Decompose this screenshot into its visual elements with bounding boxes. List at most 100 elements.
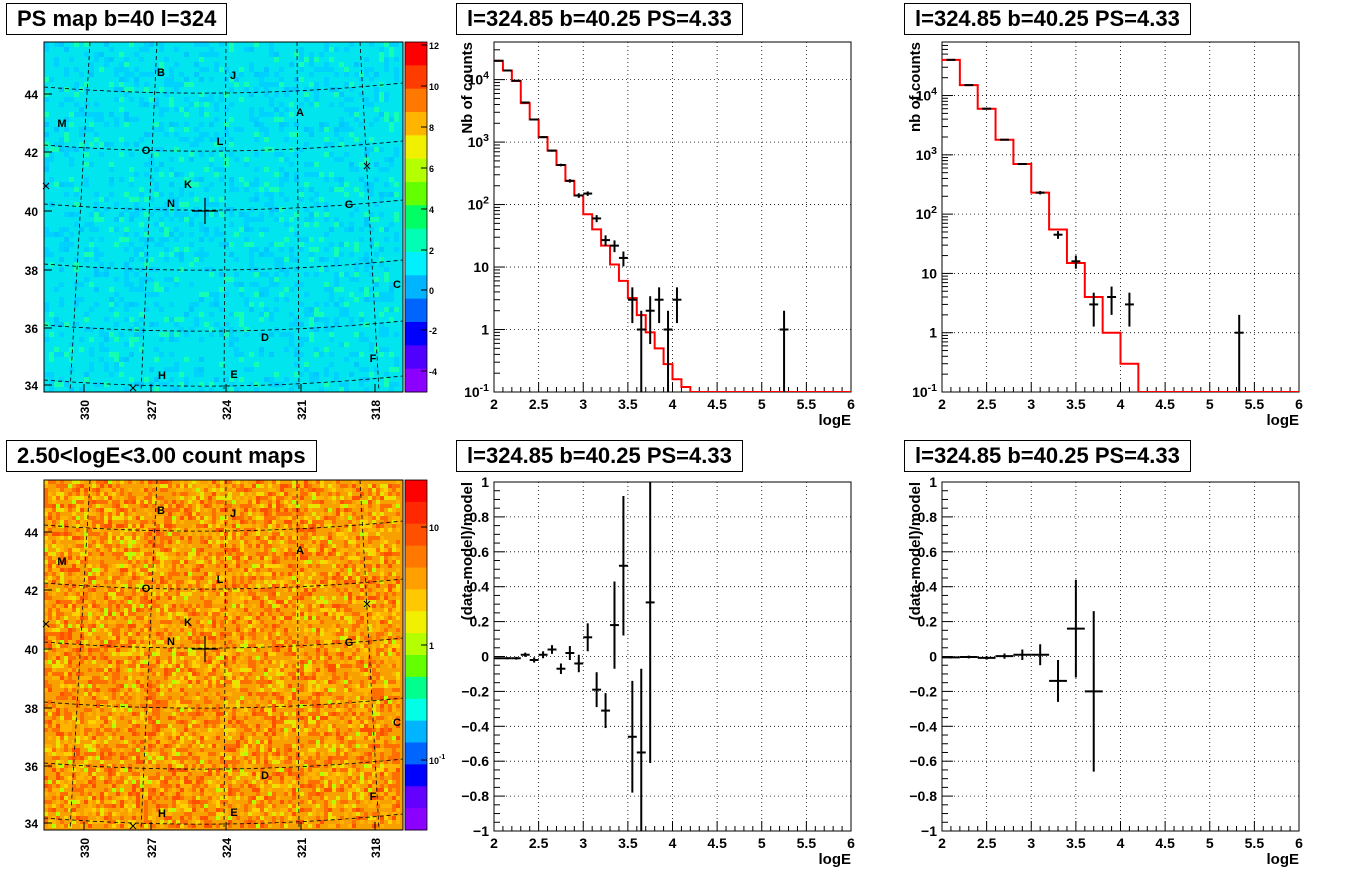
x-tick-label: 6 xyxy=(1295,835,1303,851)
x-marker xyxy=(363,600,371,608)
y-tick-label: 10 xyxy=(473,259,489,275)
y-tick-label: 103 xyxy=(468,132,490,150)
longitude-line xyxy=(140,479,158,831)
x-tick-label: 2 xyxy=(938,835,946,851)
source-label-j: J xyxy=(230,70,236,82)
map-y-tick-label: 44 xyxy=(25,526,39,540)
map-x-tick-label: 324 xyxy=(220,400,234,420)
map-x-tick-label: 321 xyxy=(295,838,309,858)
map-x-tick-label: 318 xyxy=(369,838,383,858)
longitude-line xyxy=(140,41,158,393)
map-pixels xyxy=(44,42,399,392)
map-pixels xyxy=(44,42,394,392)
map-y-tick-label: 38 xyxy=(25,264,39,278)
x-tick-label: 2 xyxy=(490,396,498,412)
color-bar-tick-label: 10 xyxy=(429,523,439,533)
x-tick-label: 5.5 xyxy=(797,396,817,412)
x-tick-label: 2 xyxy=(490,835,498,851)
x-marker xyxy=(129,384,137,392)
source-label-n: N xyxy=(167,636,175,648)
source-label-g: G xyxy=(345,199,354,211)
color-bar-segment xyxy=(405,742,427,765)
map-y-tick-label: 36 xyxy=(25,322,39,336)
source-label-c: C xyxy=(393,717,401,729)
map-y-tick-label: 34 xyxy=(25,379,39,393)
source-label-l: L xyxy=(217,574,224,586)
source-label-h: H xyxy=(158,370,166,382)
color-bar-tick-label: -4 xyxy=(429,367,437,377)
model-step-line xyxy=(494,59,851,392)
count-map-image xyxy=(44,480,403,830)
map-frame xyxy=(43,479,404,831)
plot-area xyxy=(942,579,1103,772)
source-label-d: D xyxy=(261,332,269,344)
grid xyxy=(493,481,852,832)
color-bar-segment xyxy=(405,275,427,300)
map-y-tick-label: 34 xyxy=(25,817,39,831)
source-label-n: N xyxy=(167,198,175,210)
color-bar-segment xyxy=(405,65,427,90)
y-tick-label: 10 xyxy=(921,265,937,281)
color-bar-segment xyxy=(405,676,427,700)
source-label-j: J xyxy=(230,508,236,520)
longitude-line xyxy=(296,479,300,831)
count-map-title: 2.50<logE<3.00 count maps xyxy=(6,440,317,472)
x-tick-label: 5 xyxy=(758,835,766,851)
y-tick-label: 102 xyxy=(468,195,490,213)
x-tick-label: 4 xyxy=(669,835,677,851)
source-label-c: C xyxy=(393,279,401,291)
x-marker xyxy=(129,822,137,830)
color-bar-segment xyxy=(405,655,427,678)
x-tick-label: 6 xyxy=(847,835,855,851)
x-tick-label: 3.5 xyxy=(1066,835,1086,851)
color-bar-tick-label: 1 xyxy=(429,641,434,651)
y-tick-label: 0.2 xyxy=(918,614,938,630)
color-bar-segment xyxy=(405,112,427,136)
longitude-line xyxy=(69,479,91,831)
y-tick-label: −0.4 xyxy=(909,718,937,734)
coordinate-grid xyxy=(43,41,404,393)
x-tick-label: 2.5 xyxy=(977,835,997,851)
color-bar-frame xyxy=(404,479,428,831)
longitude-line xyxy=(223,479,227,831)
x-tick-label: 2.5 xyxy=(529,835,549,851)
plot-area xyxy=(942,58,1299,392)
y-axis-label: Nb of counts xyxy=(459,42,476,134)
ps-map-title: PS map b=40 l=324 xyxy=(6,3,228,35)
color-bar-segment xyxy=(405,567,427,590)
color-bar-tick-label: -2 xyxy=(429,326,437,336)
y-axis-label: (data-model)/model xyxy=(907,482,924,620)
color-bar-tick-label: 4 xyxy=(429,205,434,215)
target-cross-marker xyxy=(192,198,218,224)
x-tick-label: 3 xyxy=(579,835,587,851)
y-tick-label: 0.6 xyxy=(470,544,490,560)
source-label-e: E xyxy=(230,369,237,381)
y-axis-label: (data-model)/model xyxy=(459,482,476,620)
map-y-tick-label: 44 xyxy=(25,88,39,102)
longitude-line xyxy=(223,41,227,393)
y-tick-label: −0.4 xyxy=(461,718,489,734)
color-bar-tick-label: 6 xyxy=(429,164,434,174)
y-tick-label: 0 xyxy=(481,649,489,665)
map-x-tick-label: 318 xyxy=(369,400,383,420)
y-tick-label: 104 xyxy=(916,86,938,104)
color-bar-tick-label: 2 xyxy=(429,246,434,256)
map-y-tick-label: 40 xyxy=(25,205,39,219)
map-y-tick-label: 36 xyxy=(25,760,39,774)
color-bar xyxy=(405,480,427,831)
color-bar-tick-label: 0 xyxy=(429,286,434,296)
residual-plot-right: 2 2.5 3 3.5 4 4.5 5 5.5 6 −1 −0.8 −0.6 −0.4 −0.2 0 0.2 0… xyxy=(907,474,1303,868)
x-tick-label: 5 xyxy=(1206,396,1214,412)
color-bar-segment xyxy=(405,228,427,253)
color-bar-segment xyxy=(405,158,427,183)
x-tick-label: 6 xyxy=(1295,396,1303,412)
count-map-panel: 44 42 40 38 36 34 330 327 324 321 318 B J A M L O KN G C D F H… xyxy=(25,479,445,858)
y-tick-label: 102 xyxy=(916,204,938,222)
x-tick-label: 4.5 xyxy=(707,396,727,412)
source-label-e: E xyxy=(230,807,237,819)
map-x-tick-label: 330 xyxy=(78,838,92,858)
spectrum-plot-left: 2 2.5 3 3.5 4 4.5 5 5.5 6 10-1 1 10 102 103 104 logE Nb … xyxy=(459,41,855,429)
y-tick-label: −0.2 xyxy=(909,683,937,699)
x-tick-label: 3 xyxy=(1027,396,1035,412)
plot-area xyxy=(494,59,851,392)
